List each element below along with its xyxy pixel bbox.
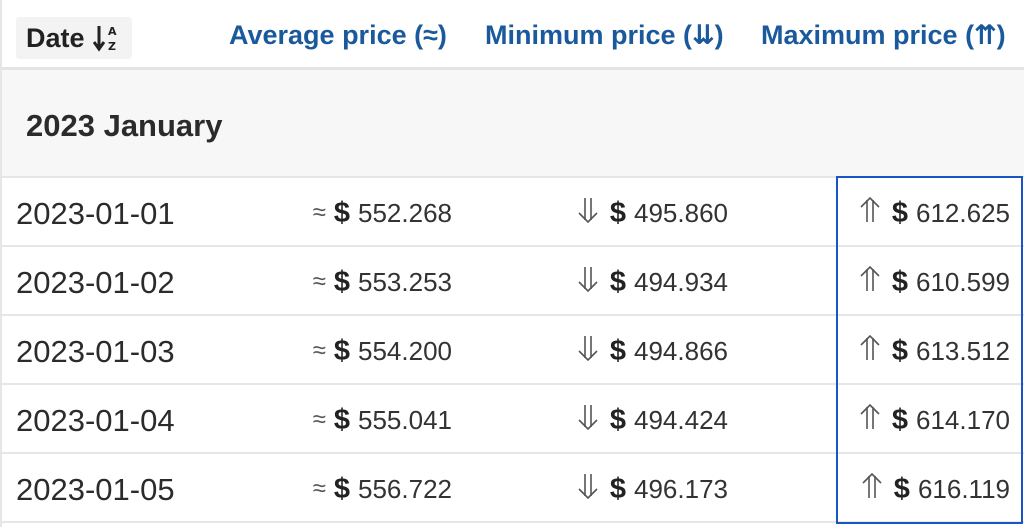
currency-symbol: $ <box>609 196 627 229</box>
double-up-arrow-icon <box>860 472 894 507</box>
approx-icon: ≈ <box>312 268 326 295</box>
maximum-price-value: 616.119 <box>917 473 1010 504</box>
maximum-price-value: 613.512 <box>916 335 1010 366</box>
table-row: 2023-01-03 ≈ $554.200 $494.866 $613.512 <box>2 316 1024 385</box>
svg-text:A: A <box>108 25 117 38</box>
average-price-value: 553.253 <box>358 266 452 297</box>
currency-symbol: $ <box>891 265 909 298</box>
double-down-arrow-icon <box>576 472 610 507</box>
month-group-row: 2023 January <box>2 70 1024 178</box>
minimum-price-header-label: Minimum price (⇊) <box>485 19 724 50</box>
approx-icon: ≈ <box>312 199 326 226</box>
row-average-price: ≈ $555.041 <box>313 403 452 437</box>
currency-symbol: $ <box>333 196 351 229</box>
maximum-price-value: 610.599 <box>916 266 1010 297</box>
currency-symbol: $ <box>893 472 910 505</box>
row-date: 2023-01-05 <box>16 472 175 507</box>
table-row: 2023-01-01 ≈ $552.268 $495.860 $612.625 <box>2 178 1024 247</box>
row-date: 2023-01-01 <box>16 196 175 231</box>
currency-symbol: $ <box>333 265 351 298</box>
table-row: 2023-01-04 ≈ $555.041 $494.424 $614.170 <box>2 385 1024 454</box>
average-price-value: 556.722 <box>358 473 452 504</box>
maximum-price-value: 614.170 <box>916 404 1010 435</box>
currency-symbol: $ <box>333 472 351 505</box>
minimum-price-value: 495.860 <box>634 197 728 228</box>
average-price-header-label: Average price (≈) <box>229 19 447 50</box>
minimum-price-value: 494.866 <box>634 335 728 366</box>
row-minimum-price: $495.860 <box>576 196 728 230</box>
double-up-arrow-icon <box>858 196 892 231</box>
row-date: 2023-01-03 <box>16 334 175 369</box>
table-row: 2023-01-02 ≈ $553.253 $494.934 $610.599 <box>2 247 1024 316</box>
minimum-price-value: 496.173 <box>634 473 728 504</box>
row-maximum-price: $616.119 <box>860 472 1010 506</box>
row-date: 2023-01-04 <box>16 403 175 438</box>
currency-symbol: $ <box>609 403 627 436</box>
row-minimum-price: $494.866 <box>576 334 728 368</box>
sort-by-date-header[interactable]: Date A Z <box>16 17 132 59</box>
row-maximum-price: $610.599 <box>858 265 1010 299</box>
average-price-value: 552.268 <box>358 197 452 228</box>
row-maximum-price: $612.625 <box>858 196 1010 230</box>
minimum-price-value: 494.424 <box>634 404 728 435</box>
row-maximum-price: $614.170 <box>858 403 1010 437</box>
row-average-price: ≈ $554.200 <box>313 334 452 368</box>
row-minimum-price: $494.424 <box>576 403 728 437</box>
svg-text:Z: Z <box>108 40 116 53</box>
maximum-price-header[interactable]: Maximum price (⇈) <box>761 0 1006 70</box>
currency-symbol: $ <box>891 334 909 367</box>
currency-symbol: $ <box>333 403 351 436</box>
double-down-arrow-icon <box>576 334 610 369</box>
row-average-price: ≈ $556.722 <box>313 472 452 506</box>
maximum-price-header-label: Maximum price (⇈) <box>761 19 1006 50</box>
minimum-price-header[interactable]: Minimum price (⇊) <box>485 0 724 70</box>
sort-az-icon: A Z <box>92 23 119 53</box>
row-maximum-price: $613.512 <box>858 334 1010 368</box>
currency-symbol: $ <box>609 472 627 505</box>
row-minimum-price: $496.173 <box>576 472 728 506</box>
double-down-arrow-icon <box>576 265 610 300</box>
approx-icon: ≈ <box>312 406 326 433</box>
currency-symbol: $ <box>609 334 627 367</box>
average-price-value: 555.041 <box>358 404 452 435</box>
double-up-arrow-icon <box>858 334 892 369</box>
currency-symbol: $ <box>891 403 909 436</box>
currency-symbol: $ <box>891 196 909 229</box>
minimum-price-value: 494.934 <box>634 266 728 297</box>
currency-symbol: $ <box>609 265 627 298</box>
approx-icon: ≈ <box>312 337 326 364</box>
average-price-header[interactable]: Average price (≈) <box>229 0 447 70</box>
row-average-price: ≈ $552.268 <box>313 196 452 230</box>
date-header-label: Date <box>26 22 85 53</box>
approx-icon: ≈ <box>312 475 326 502</box>
average-price-value: 554.200 <box>358 335 452 366</box>
double-down-arrow-icon <box>576 403 610 438</box>
currency-symbol: $ <box>333 334 351 367</box>
double-down-arrow-icon <box>576 196 610 231</box>
maximum-price-value: 612.625 <box>916 197 1010 228</box>
row-minimum-price: $494.934 <box>576 265 728 299</box>
double-up-arrow-icon <box>858 265 892 300</box>
table-row: 2023-01-05 ≈ $556.722 $496.173 $616.119 <box>2 454 1024 523</box>
row-date: 2023-01-02 <box>16 265 175 300</box>
row-average-price: ≈ $553.253 <box>313 265 452 299</box>
table-header: Date A Z Average price (≈) Minimum price… <box>2 0 1024 70</box>
double-up-arrow-icon <box>858 403 892 438</box>
month-group-title: 2023 January <box>26 108 223 143</box>
